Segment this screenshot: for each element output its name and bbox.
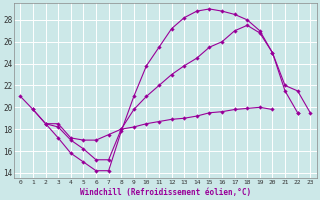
X-axis label: Windchill (Refroidissement éolien,°C): Windchill (Refroidissement éolien,°C) xyxy=(80,188,251,197)
